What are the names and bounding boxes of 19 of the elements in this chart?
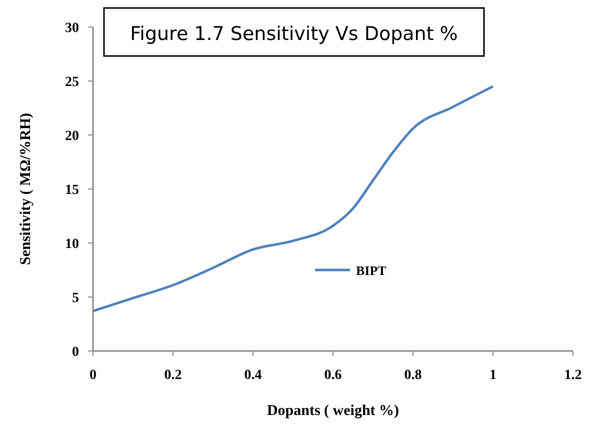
y-tick-label: 30 bbox=[65, 21, 79, 36]
y-tick-label: 15 bbox=[65, 183, 79, 198]
line-series bbox=[92, 85, 494, 312]
y-tick-label: 10 bbox=[65, 237, 79, 252]
y-tick-label: 20 bbox=[65, 129, 79, 144]
x-axis-title: Dopants ( weight %) bbox=[266, 403, 400, 419]
x-tick-label: 0.8 bbox=[404, 368, 422, 383]
x-tick-label: 1.2 bbox=[564, 368, 582, 383]
x-tick-label: 0.2 bbox=[164, 368, 182, 383]
y-axis-title: Sensitivity ( MΩ/%RH) bbox=[18, 112, 34, 265]
legend-label: BIPT bbox=[356, 263, 387, 278]
x-tick-label: 0.4 bbox=[244, 368, 262, 383]
y-tick-label: 0 bbox=[72, 345, 79, 360]
x-tick-label: 1 bbox=[490, 368, 496, 383]
y-tick-label: 5 bbox=[72, 291, 79, 306]
x-tick-label: 0.6 bbox=[324, 368, 342, 383]
x-tick-label: 0 bbox=[90, 368, 96, 383]
y-tick-label: 25 bbox=[65, 75, 79, 90]
chart-title: Figure 1.7 Sensitivity Vs Dopant % bbox=[130, 23, 458, 45]
